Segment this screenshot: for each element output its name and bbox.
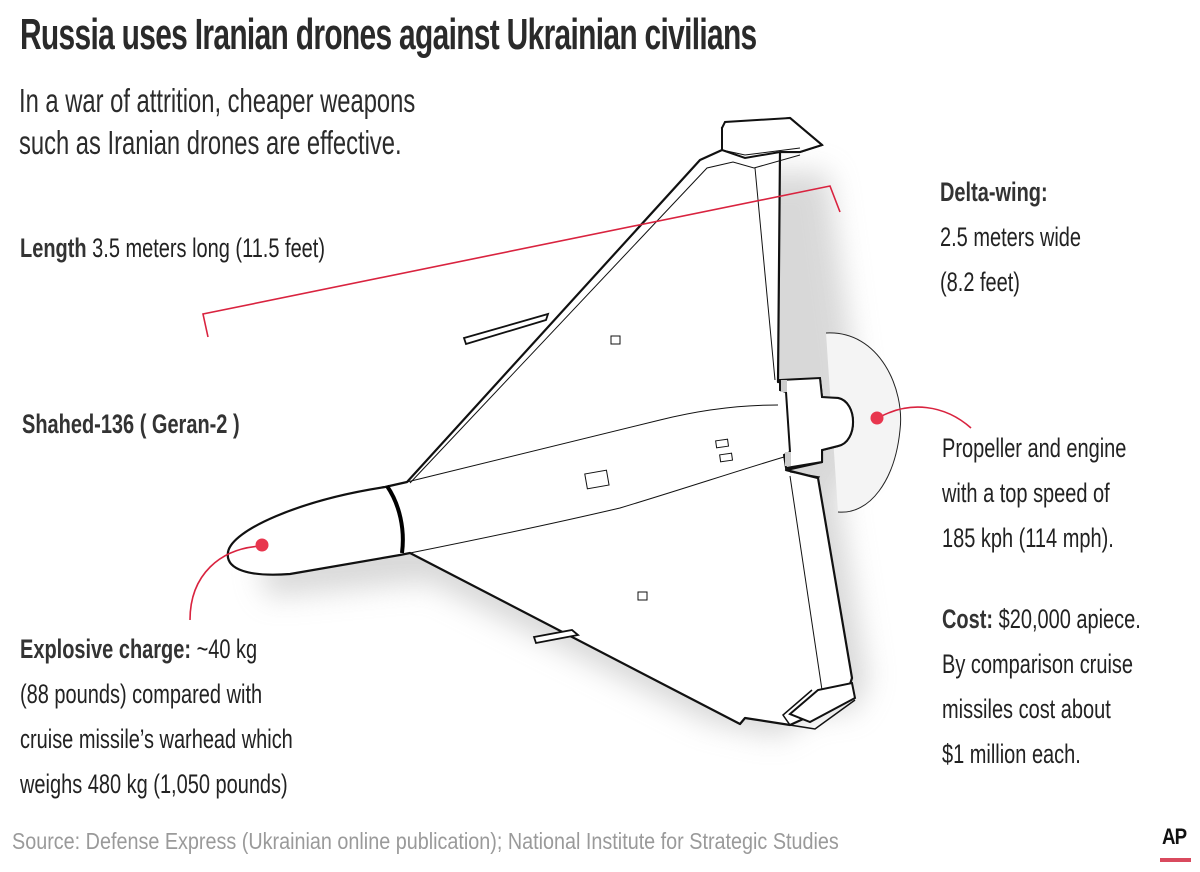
ap-logo-bar bbox=[1160, 858, 1191, 862]
fuselage-line-lower bbox=[409, 456, 785, 554]
leading-edge-line bbox=[409, 154, 801, 484]
ap-logo: AP bbox=[1162, 824, 1187, 849]
explosive-callout-line bbox=[189, 545, 263, 621]
source-note: Source: Defense Express (Ukrainian onlin… bbox=[12, 828, 839, 854]
drone-name: Shahed-136 ( Geran-2 ) bbox=[22, 409, 240, 439]
propeller-dot bbox=[870, 411, 884, 425]
propeller-callout-line bbox=[877, 406, 972, 429]
upper-rod bbox=[462, 312, 550, 346]
explosive-label: Explosive charge: ~40 kg (88 pounds) com… bbox=[20, 634, 293, 799]
fuselage-line-upper bbox=[406, 404, 779, 483]
propeller-arc bbox=[825, 332, 902, 513]
warhead-band bbox=[385, 484, 405, 554]
explosive-charge-dot bbox=[255, 538, 269, 552]
bottom-wingtip-fin bbox=[788, 681, 857, 724]
lower-rod bbox=[532, 629, 581, 645]
cost-label: Cost: $20,000 apiece. By comparison crui… bbox=[942, 604, 1141, 769]
length-label: Length 3.5 meters long (11.5 feet) bbox=[20, 233, 326, 263]
page-title: Russia uses Iranian drones against Ukrai… bbox=[20, 10, 757, 59]
subtitle: In a war of attrition, cheaper weapons s… bbox=[19, 82, 416, 161]
length-bracket bbox=[202, 185, 841, 338]
propeller-label: Propeller and engine with a top speed of… bbox=[942, 433, 1127, 553]
delta-wing-label: Delta-wing: 2.5 meters wide (8.2 feet) bbox=[940, 177, 1082, 297]
